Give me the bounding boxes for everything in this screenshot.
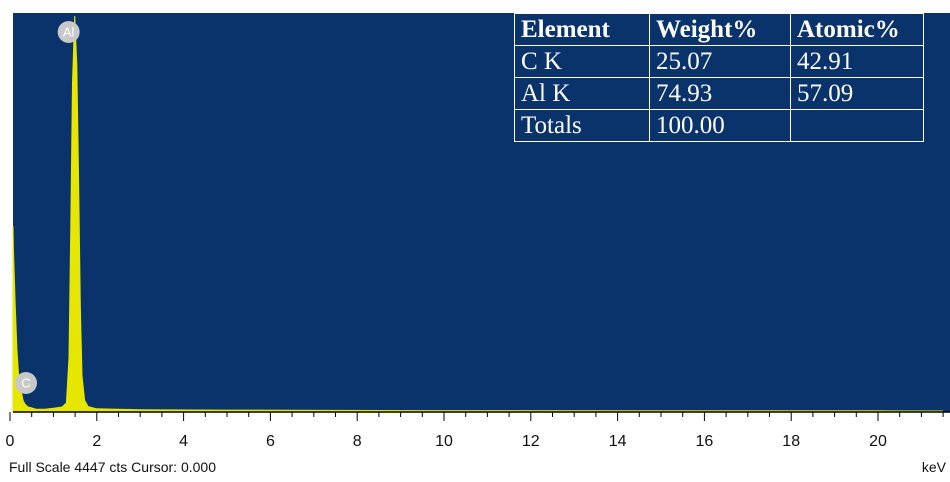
table-row: C K 25.07 42.91	[514, 45, 924, 78]
peak-marker-layer: Al C	[15, 21, 80, 394]
header-element: Element	[514, 13, 650, 46]
x-tick-label: 18	[782, 433, 800, 450]
peak-marker-label: C	[21, 376, 30, 391]
x-tick-label: 6	[266, 433, 275, 450]
cell-atomic-percent: 57.09	[790, 77, 924, 110]
header-atomic-percent: Atomic%	[790, 13, 924, 46]
status-full-scale-cursor: Full Scale 4447 cts Cursor: 0.000	[9, 459, 216, 475]
cell-weight-percent: 25.07	[649, 45, 791, 78]
cell-weight-percent: 74.93	[649, 77, 791, 110]
x-tick-label: 16	[696, 433, 714, 450]
table-header-row: Element Weight% Atomic%	[514, 13, 924, 46]
x-tick-label: 14	[609, 433, 627, 450]
x-tick-label: 0	[6, 433, 15, 450]
peak-marker-circle	[57, 21, 80, 43]
cell-weight-percent: 100.00	[649, 109, 791, 142]
cell-atomic-percent: 42.91	[790, 45, 924, 78]
peak-marker-al: Al	[57, 21, 80, 43]
table-row: Totals 100.00	[514, 109, 924, 142]
x-tick-label: 4	[179, 433, 188, 450]
quantification-results-table: Element Weight% Atomic% C K 25.07 42.91 …	[514, 13, 924, 142]
peak-marker-label: Al	[63, 25, 75, 40]
peak-marker-c: C	[15, 372, 37, 394]
x-tick-label: 12	[522, 433, 540, 450]
table-row: Al K 74.93 57.09	[514, 77, 924, 110]
x-tick-layer: 0 2 4 6 8 10 12 14 16 18 20	[6, 412, 944, 450]
x-tick-label: 20	[869, 433, 887, 450]
cell-element: Al K	[514, 77, 650, 110]
cell-element: C K	[514, 45, 650, 78]
peak-marker-circle	[15, 372, 37, 394]
cell-atomic-percent	[790, 109, 924, 142]
x-tick-label: 8	[353, 433, 362, 450]
header-weight-percent: Weight%	[649, 13, 791, 46]
x-axis-unit-label: keV	[922, 459, 947, 475]
cell-element: Totals	[514, 109, 650, 142]
x-tick-label: 10	[435, 433, 453, 450]
x-tick-label: 2	[92, 433, 101, 450]
